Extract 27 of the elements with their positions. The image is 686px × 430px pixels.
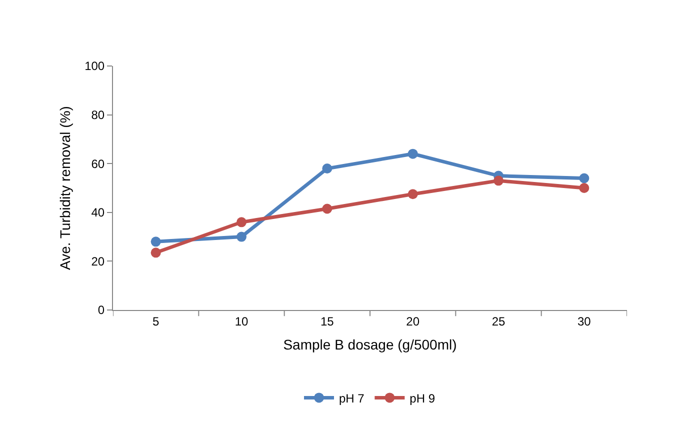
- y-tick-label: 60: [91, 156, 105, 171]
- point: [150, 248, 161, 258]
- point: [322, 163, 332, 174]
- y-tick-label: 80: [91, 108, 105, 122]
- y-tick-label: 20: [91, 254, 105, 268]
- point: [494, 176, 504, 186]
- point: [408, 189, 418, 200]
- x-axis-title: Sample B dosage (g/500ml): [283, 336, 457, 353]
- point: [579, 183, 590, 193]
- x-tick-label: 20: [406, 314, 420, 328]
- point: [236, 232, 246, 242]
- y-tick-label: 0: [98, 303, 105, 318]
- x-tick-label: 25: [492, 314, 506, 328]
- x-tick-label: 15: [320, 314, 334, 328]
- point: [322, 204, 332, 214]
- point: [579, 173, 590, 184]
- y-axis-title: Ave. Turbidity removal (%): [57, 106, 74, 270]
- y-tick-label: 40: [91, 206, 105, 220]
- point: [150, 236, 161, 247]
- y-tick-label: 100: [84, 59, 105, 74]
- point: [236, 217, 246, 228]
- point: [408, 148, 418, 159]
- x-tick-label: 30: [577, 314, 592, 328]
- x-tick-label: 10: [234, 314, 248, 328]
- legend-label: pH 9: [410, 391, 436, 406]
- x-tick-label: 5: [152, 314, 160, 328]
- legend-label: pH 7: [339, 391, 365, 406]
